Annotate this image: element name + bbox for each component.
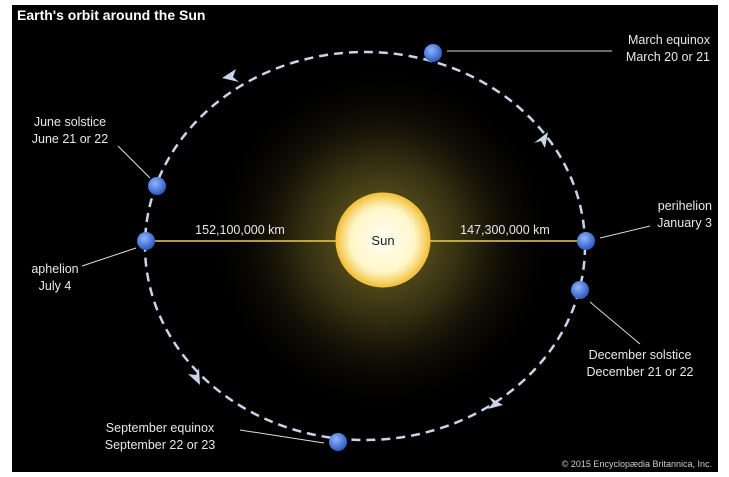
position-name: June solstice: [34, 115, 106, 129]
position-name: March equinox: [628, 33, 711, 47]
position-date: December 21 or 22: [586, 365, 693, 379]
sun-label: Sun: [371, 233, 394, 248]
position-name: September equinox: [106, 421, 215, 435]
sun: [335, 192, 431, 288]
position-name: perihelion: [658, 199, 712, 213]
earth: [148, 177, 166, 195]
earth: [571, 281, 589, 299]
distance-label: 152,100,000 km: [195, 223, 285, 237]
position-date: January 3: [657, 216, 712, 230]
copyright: © 2015 Encyclopædia Britannica, Inc.: [562, 459, 712, 469]
position-date: March 20 or 21: [626, 50, 710, 64]
earth: [577, 232, 595, 250]
leader-line: [117, 145, 151, 179]
leader-line: [589, 301, 641, 345]
distance-label: 147,300,000 km: [460, 223, 550, 237]
arrow: [488, 397, 503, 409]
earths: [137, 44, 595, 451]
leader-line: [81, 247, 137, 267]
title: Earth's orbit around the Sun: [17, 7, 205, 23]
position-name: December solstice: [589, 348, 692, 362]
earth: [424, 44, 442, 62]
arrow: [222, 69, 239, 82]
earth: [137, 232, 155, 250]
earth: [329, 433, 347, 451]
leader-line: [599, 225, 651, 239]
arrow: [188, 368, 200, 385]
direction-arrows: [188, 69, 548, 409]
arrow: [534, 132, 548, 148]
position-date: June 21 or 22: [32, 132, 108, 146]
leaders: [81, 50, 651, 444]
position-name: aphelion: [31, 262, 78, 276]
position-date: July 4: [39, 279, 72, 293]
leader-line: [239, 429, 325, 444]
position-date: September 22 or 23: [105, 438, 216, 452]
